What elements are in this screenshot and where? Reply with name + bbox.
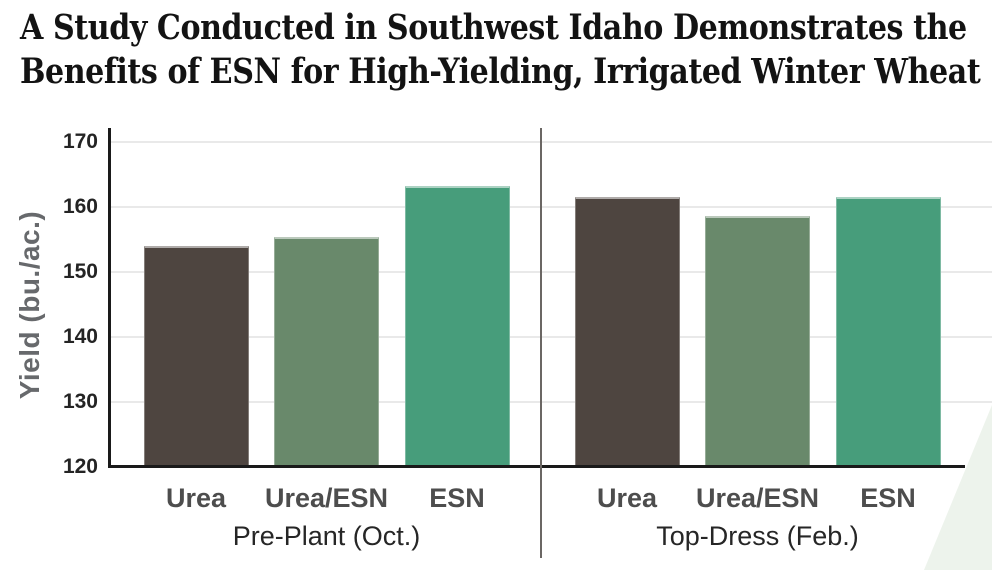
y-axis-title: Yield (bu./ac.)	[14, 210, 45, 400]
y-tick-label-130: 130	[62, 389, 98, 413]
gridline-170	[110, 140, 992, 143]
y-tick-label-140: 140	[62, 324, 98, 348]
y-tick-label-170: 170	[62, 129, 98, 153]
y-tick-label-160: 160	[62, 194, 98, 218]
bar-top-dress-feb-urea-esn	[705, 215, 810, 467]
bar-top-dress-feb-esn	[835, 197, 941, 467]
y-tick-label-150: 150	[62, 259, 98, 283]
chart-title: A Study Conducted in Southwest Idaho Dem…	[20, 6, 992, 94]
y-axis-line	[108, 128, 111, 468]
group-label-pre-plant-oct: Pre-Plant (Oct.)	[232, 521, 421, 551]
bar-pre-plant-oct-urea-esn	[274, 237, 379, 467]
bar-label-top-dress-feb-esn: ESN	[860, 483, 916, 513]
x-axis-line	[108, 465, 965, 468]
chart-title-line-2: Benefits of ESN for High-Yielding, Irrig…	[20, 51, 981, 92]
gridline-130	[110, 400, 992, 403]
chart-title-line-1: A Study Conducted in Southwest Idaho Dem…	[20, 7, 967, 48]
group-label-top-dress-feb: Top-Dress (Feb.)	[656, 521, 859, 551]
gridline-160	[110, 205, 992, 208]
bar-label-pre-plant-oct-urea: Urea	[165, 483, 227, 513]
bar-label-pre-plant-oct-urea-esn: Urea/ESN	[264, 483, 389, 513]
bar-top-dress-feb-urea	[574, 197, 680, 467]
bar-pre-plant-oct-esn	[404, 185, 510, 467]
group-divider-line	[540, 128, 542, 558]
y-tick-label-120: 120	[62, 454, 98, 478]
bar-pre-plant-oct-urea	[143, 245, 249, 467]
bar-label-top-dress-feb-urea: Urea	[596, 483, 658, 513]
bar-label-top-dress-feb-urea-esn: Urea/ESN	[695, 483, 820, 513]
gridline-140	[110, 335, 992, 338]
bar-label-pre-plant-oct-esn: ESN	[429, 483, 485, 513]
gridline-150	[110, 270, 992, 273]
